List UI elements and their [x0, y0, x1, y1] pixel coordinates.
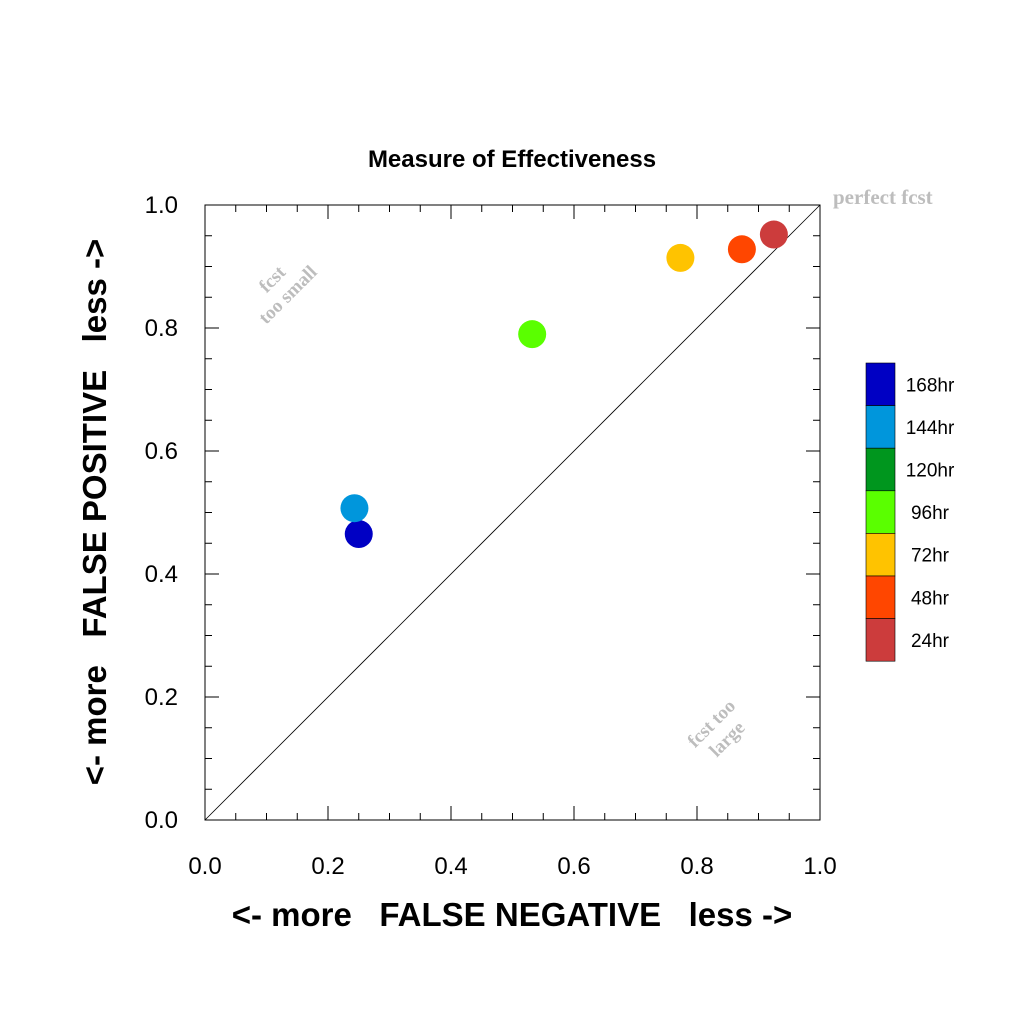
y-tick-label: 0.0	[145, 807, 178, 834]
x-tick-label: 0.2	[311, 853, 344, 880]
x-tick-label: 0.0	[188, 853, 221, 880]
point-96hr	[518, 320, 547, 349]
legend-label-72hr: 72hr	[911, 546, 950, 567]
legend-label-168hr: 168hr	[906, 375, 955, 396]
legend-label-96hr: 96hr	[911, 503, 950, 524]
fcst-too-large-annotation: fcst too large	[684, 696, 750, 762]
x-tick-label: 0.8	[680, 853, 713, 880]
x-tick-label: 1.0	[803, 853, 836, 880]
y-tick-label: 0.8	[145, 315, 178, 342]
legend-swatch-168hr	[865, 362, 896, 406]
legend-label-24hr: 24hr	[911, 631, 950, 652]
legend-swatch-48hr	[865, 575, 896, 619]
chart-title: Measure of Effectiveness	[368, 146, 656, 173]
legend-swatch-120hr	[865, 447, 896, 492]
x-tick-label: 0.4	[434, 853, 467, 880]
y-axis-label: <- more FALSE POSITIVE less ->	[76, 239, 113, 786]
legend-label-120hr: 120hr	[906, 461, 955, 482]
point-24hr	[759, 220, 788, 249]
legend-label-48hr: 48hr	[911, 588, 950, 609]
legend-label-144hr: 144hr	[906, 418, 955, 439]
point-72hr	[666, 243, 695, 272]
point-48hr	[727, 235, 756, 264]
fcst-too-small-annotation: fcst too small	[255, 262, 322, 329]
legend-swatch-96hr	[865, 490, 896, 534]
point-168hr	[344, 520, 373, 549]
legend: 168hr 144hr 120hr 96hr 72hr 48hr 24hr	[865, 362, 955, 662]
y-tick-label: 1.0	[145, 192, 178, 219]
perfect-fcst-annotation: perfect fcst	[833, 185, 933, 209]
x-axis-label: <- more FALSE NEGATIVE less ->	[232, 896, 793, 933]
y-tick-label: 0.4	[145, 561, 178, 588]
point-144hr	[340, 494, 369, 523]
diagonal-reference-line	[204, 204, 821, 821]
x-tick-label: 0.6	[557, 853, 590, 880]
data-points	[340, 220, 788, 549]
plot-area: 0.0 0.2 0.4 0.6 0.8 1.0 0.0 0.2 0.4 0.6 0.8 1.0	[145, 192, 837, 880]
legend-swatch-72hr	[865, 533, 896, 577]
y-tick-label: 0.2	[145, 684, 178, 711]
legend-swatch-24hr	[865, 618, 896, 662]
legend-swatch-144hr	[865, 405, 896, 449]
axis-ticks	[204, 204, 821, 821]
y-tick-label: 0.6	[145, 438, 178, 465]
